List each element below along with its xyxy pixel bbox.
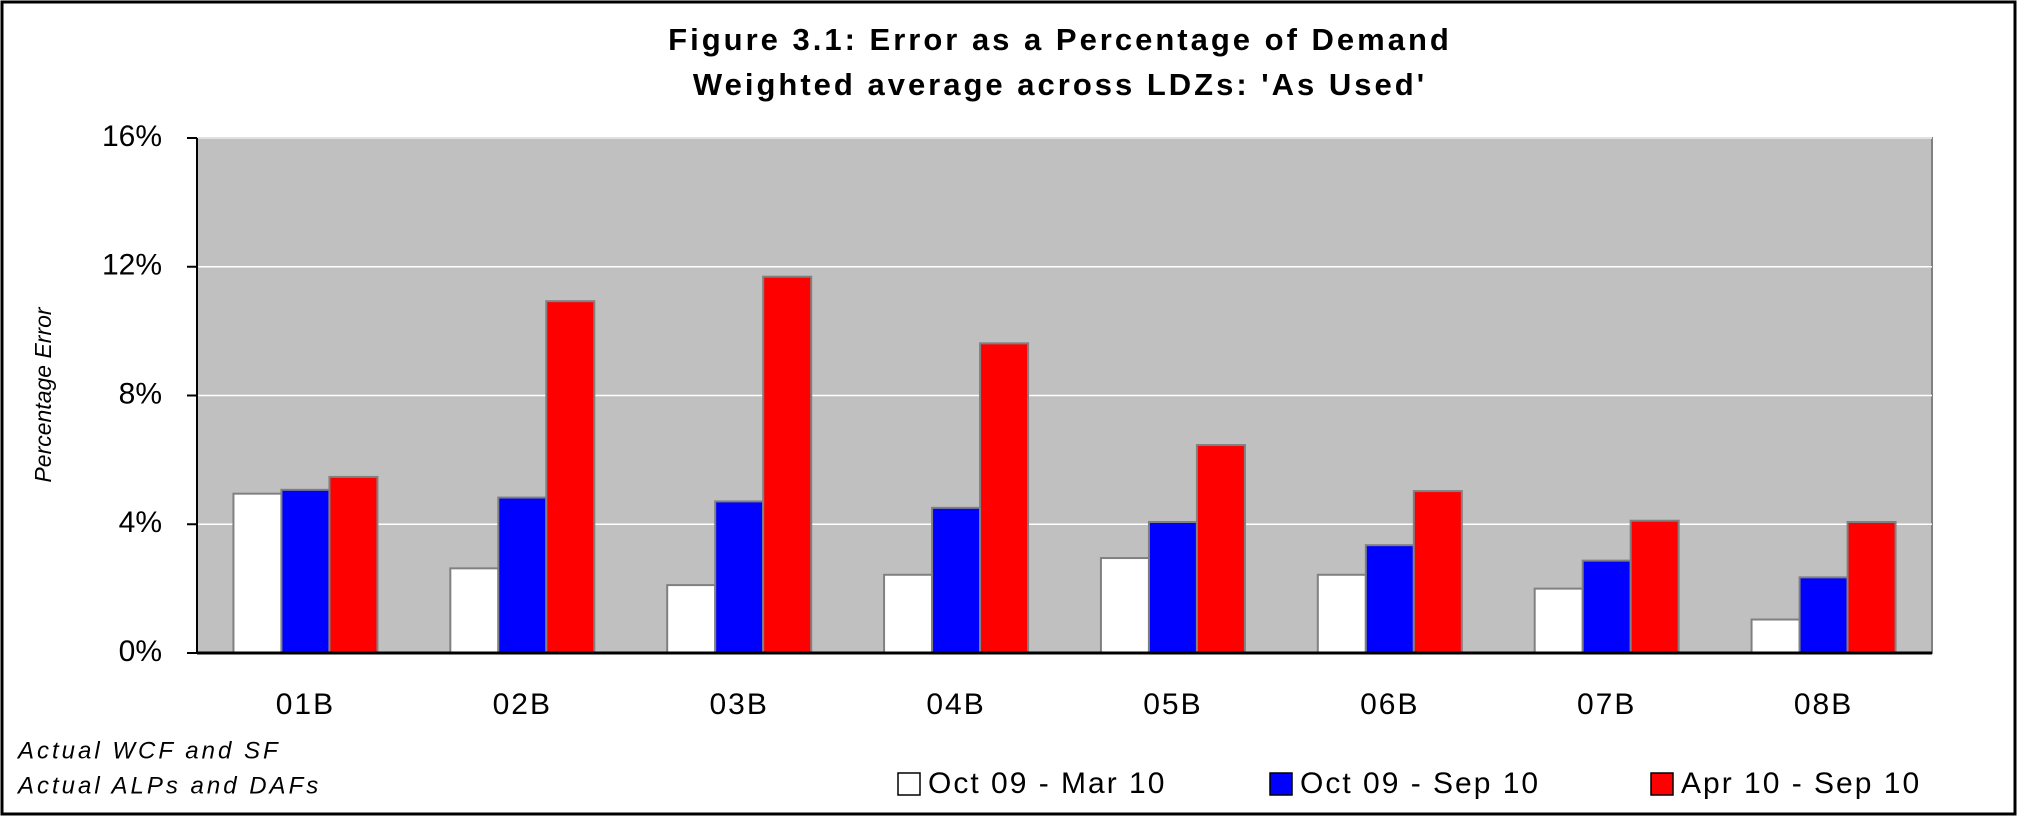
x-tick-label: 02B	[493, 688, 552, 721]
legend-label: Oct 09 - Mar 10	[928, 767, 1166, 800]
bar	[545, 300, 596, 654]
bar	[328, 475, 379, 655]
x-tick-label: 07B	[1577, 688, 1636, 721]
chart-title: Figure 3.1: Error as a Percentage of Dem…	[668, 22, 1452, 57]
y-tick-label: 8%	[119, 377, 162, 410]
x-tick-label: 08B	[1794, 688, 1853, 721]
bar	[1581, 559, 1632, 655]
bar	[1798, 576, 1849, 654]
bar	[1195, 444, 1246, 654]
bar	[1750, 618, 1801, 655]
bar	[232, 492, 283, 654]
bar	[1846, 520, 1897, 655]
y-tick-label: 16%	[102, 120, 162, 153]
bar	[1147, 520, 1198, 655]
bar	[1099, 557, 1150, 654]
bar	[1629, 519, 1680, 654]
legend-swatch	[897, 772, 921, 796]
legend-label: Apr 10 - Sep 10	[1681, 767, 1921, 800]
y-axis-label: Percentage Error	[30, 306, 56, 482]
bar	[1364, 544, 1415, 654]
x-tick-label: 04B	[926, 688, 985, 721]
bar	[497, 496, 548, 654]
x-tick-label: 06B	[1360, 688, 1419, 721]
y-tick-label: 0%	[119, 635, 162, 668]
bar	[931, 506, 982, 654]
bar	[449, 567, 500, 654]
chart-subtitle: Weighted average across LDZs: 'As Used'	[693, 67, 1427, 102]
note: Actual WCF and SF	[16, 737, 281, 764]
x-tick-label: 03B	[709, 688, 768, 721]
bar	[280, 488, 331, 655]
bar	[1316, 573, 1367, 654]
bar	[762, 275, 813, 654]
note: Actual ALPs and DAFs	[16, 772, 321, 799]
bar	[979, 342, 1030, 654]
x-tick-label: 05B	[1143, 688, 1202, 721]
y-tick-label: 12%	[102, 249, 162, 282]
legend-swatch	[1650, 772, 1674, 796]
bar	[1412, 490, 1463, 654]
bar	[666, 584, 717, 654]
legend-swatch	[1269, 772, 1293, 796]
bar	[714, 500, 765, 654]
x-tick-label: 01B	[276, 688, 335, 721]
bar	[883, 573, 934, 654]
bar	[1533, 587, 1584, 654]
legend-label: Oct 09 - Sep 10	[1300, 767, 1540, 800]
y-tick-label: 4%	[119, 506, 162, 539]
